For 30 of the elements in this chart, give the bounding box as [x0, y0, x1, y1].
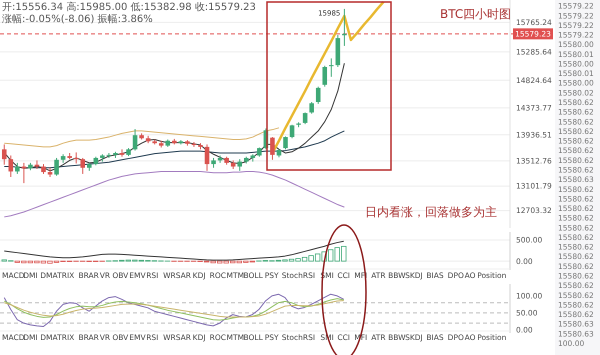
annotation: 开:15556.34 高:15985.00 低:15382.98 收:15579.23 [2, 1, 256, 13]
candlestick [132, 128, 138, 152]
annotation: 日内看涨，回落做多为主 [365, 205, 497, 219]
candlestick [257, 146, 262, 158]
candlestick [41, 164, 46, 174]
line-series [4, 294, 344, 328]
line-series [4, 127, 280, 148]
candlestick [2, 144, 7, 166]
candlestick [211, 157, 216, 168]
candlestick [15, 162, 20, 174]
candlestick [80, 157, 86, 174]
line-series [4, 170, 345, 218]
candlestick [329, 58, 334, 78]
candlestick [54, 157, 59, 176]
candlestick [204, 144, 210, 172]
candlestick [48, 167, 52, 178]
candlestick [302, 112, 308, 125]
candlestick [322, 65, 328, 88]
candlestick [342, 8, 347, 46]
candlestick [8, 154, 14, 178]
candlestick [237, 158, 242, 172]
candlestick [316, 86, 321, 104]
annotation: BTC四小时图 [440, 7, 512, 21]
line-series [4, 240, 344, 261]
candlestick [290, 124, 294, 139]
candlestick [270, 136, 275, 160]
annotation: 涨幅:-0.05%(-8.06) 振幅:3.86% [2, 13, 153, 25]
candlestick [309, 102, 314, 114]
candlestick [283, 136, 288, 150]
candlestick [22, 162, 26, 184]
